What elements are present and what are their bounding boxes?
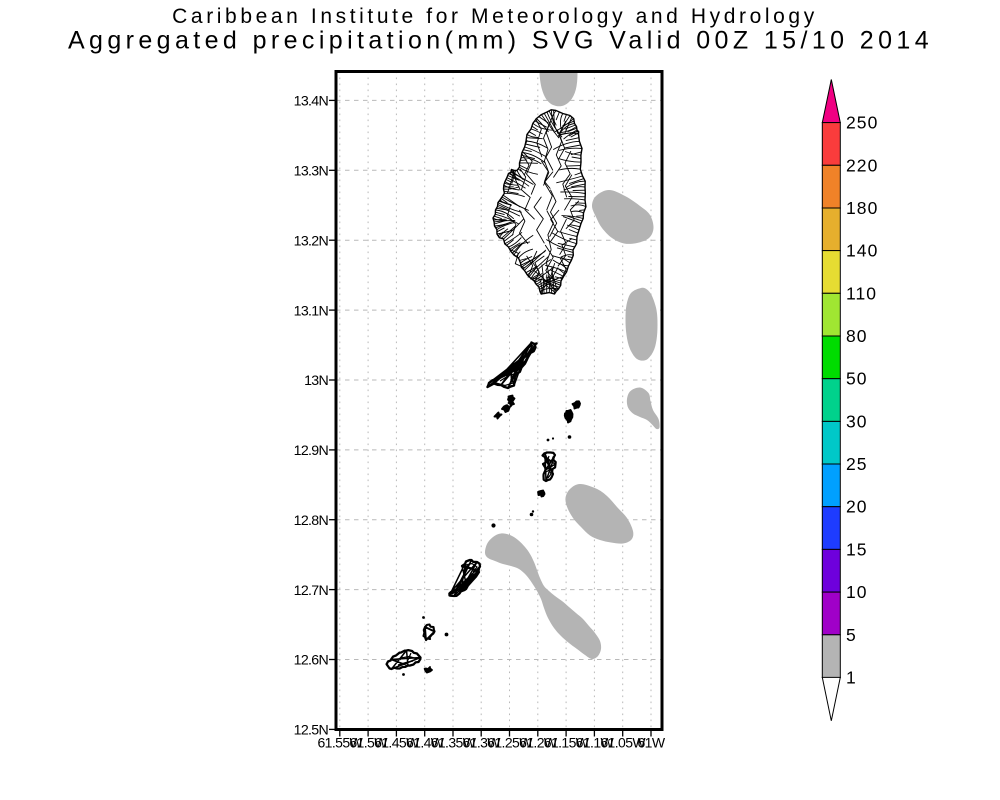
svg-text:61.45W: 61.45W: [374, 735, 420, 751]
svg-text:61.15W: 61.15W: [544, 735, 590, 751]
svg-text:61.25W: 61.25W: [487, 735, 533, 751]
svg-text:15: 15: [846, 539, 868, 559]
svg-text:12.5N: 12.5N: [294, 723, 329, 739]
svg-text:61.05W: 61.05W: [600, 735, 646, 751]
svg-text:61.35W: 61.35W: [431, 735, 477, 751]
svg-text:61.2W: 61.2W: [519, 735, 558, 751]
svg-text:13.3N: 13.3N: [294, 164, 329, 180]
svg-text:61.3W: 61.3W: [462, 735, 501, 751]
svg-text:180: 180: [846, 198, 878, 218]
svg-text:1: 1: [846, 667, 857, 687]
svg-text:220: 220: [846, 155, 878, 175]
svg-text:12.6N: 12.6N: [294, 653, 329, 669]
svg-text:61W: 61W: [638, 735, 666, 751]
svg-text:250: 250: [846, 113, 878, 133]
svg-text:10: 10: [846, 582, 868, 602]
svg-text:12.8N: 12.8N: [294, 513, 329, 529]
svg-text:140: 140: [846, 241, 878, 261]
svg-text:80: 80: [846, 326, 868, 346]
svg-text:50: 50: [846, 369, 868, 389]
svg-text:13.1N: 13.1N: [294, 303, 329, 319]
svg-text:Caribbean Institute for Meteor: Caribbean Institute for Meteorology and …: [172, 5, 818, 28]
svg-text:61.5W: 61.5W: [349, 735, 388, 751]
svg-text:12.7N: 12.7N: [294, 583, 329, 599]
svg-text:5: 5: [846, 625, 857, 645]
svg-text:13N: 13N: [304, 373, 328, 389]
svg-text:110: 110: [846, 283, 877, 303]
svg-text:61.55W: 61.55W: [317, 735, 363, 751]
svg-text:13.4N: 13.4N: [294, 94, 329, 110]
svg-text:Aggregated precipitation(mm) S: Aggregated precipitation(mm) SVG Valid 0…: [68, 27, 933, 55]
svg-text:61.1W: 61.1W: [576, 735, 615, 751]
svg-text:20: 20: [846, 497, 868, 517]
svg-text:30: 30: [846, 411, 868, 431]
svg-text:61.4W: 61.4W: [406, 735, 445, 751]
svg-text:12.9N: 12.9N: [294, 443, 329, 459]
svg-text:13.2N: 13.2N: [294, 233, 329, 249]
svg-text:25: 25: [846, 454, 868, 474]
